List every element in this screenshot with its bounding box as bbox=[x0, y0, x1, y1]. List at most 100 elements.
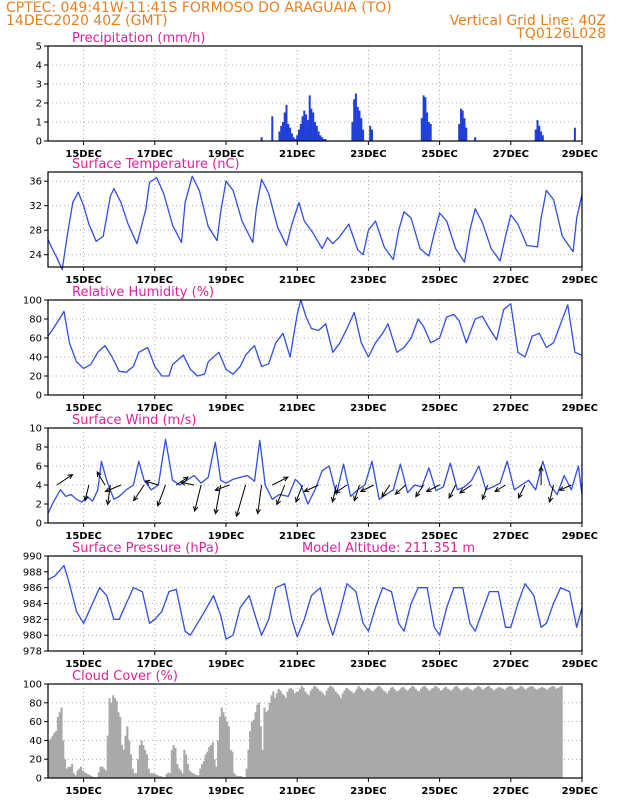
humidity-panel: 0 20 40 60 80 100 15DEC 17DEC 19DEC 21DEC 23DEC 25D… bbox=[23, 285, 598, 414]
cloud-cover-bar bbox=[188, 770, 191, 778]
cloud-cover-bar bbox=[51, 735, 54, 778]
cloud-cover-bar bbox=[535, 689, 538, 778]
pressure-xtick-label: 19DEC bbox=[208, 659, 244, 670]
wind-arrow bbox=[156, 484, 166, 507]
wind-arrow bbox=[548, 484, 554, 504]
cloud-cover-bar bbox=[266, 710, 269, 778]
precip-bar bbox=[271, 116, 274, 141]
cloud-cover-bar bbox=[377, 685, 380, 778]
pressure-ytick-label: 978 bbox=[23, 647, 42, 658]
cloud-cover-bar bbox=[185, 754, 188, 778]
cloud-cover-bar bbox=[507, 686, 510, 778]
cloud-cover-bar bbox=[327, 687, 330, 778]
cloud-cover-bar bbox=[453, 686, 456, 778]
cloud-cover-bar bbox=[366, 687, 369, 778]
precip-xtick-label: 29DEC bbox=[562, 149, 598, 160]
cloud-cover-bar bbox=[457, 687, 460, 778]
precip-xtick-label: 23DEC bbox=[350, 149, 386, 160]
temperature-xtick-label: 29DEC bbox=[562, 275, 598, 286]
cloud-cover-bar bbox=[542, 687, 545, 778]
precip-bar bbox=[538, 125, 541, 141]
cloud-cover-bar bbox=[334, 691, 337, 778]
header-station: CPTEC: 049:41W-11:41S FORMOSO DO ARAGUAI… bbox=[6, 0, 392, 16]
cloud-cover-bar bbox=[154, 774, 157, 778]
cloud-cover-bar bbox=[140, 740, 143, 778]
wind-arrow bbox=[255, 484, 263, 515]
precip-title: Precipitation (mm/h) bbox=[72, 31, 205, 46]
cloud-cover-bar bbox=[345, 687, 348, 778]
cloud-cover-bar bbox=[541, 686, 544, 778]
wind-arrow bbox=[517, 484, 526, 500]
cloud-cover-bar bbox=[396, 691, 399, 778]
cloud-cover-bar bbox=[76, 770, 79, 778]
pressure-ytick-label: 980 bbox=[23, 631, 42, 642]
humidity-ytick-label: 80 bbox=[29, 315, 42, 326]
cloud-cover-bar bbox=[240, 776, 243, 778]
cloud-cover-bar bbox=[110, 702, 113, 778]
cloud-cover-bar bbox=[81, 770, 84, 778]
cloud-cover-bar bbox=[521, 686, 524, 778]
temperature-panel: 24 28 32 36 15DEC 17DEC 19DEC 21DEC 23DEC 25DEC 27… bbox=[29, 157, 598, 286]
cloud-cover-bar bbox=[471, 690, 474, 778]
cloud-cover-bar bbox=[560, 685, 563, 778]
precip-bar bbox=[422, 95, 425, 141]
cloud-cover-bar bbox=[48, 740, 51, 778]
cloud-cover-bar bbox=[533, 688, 536, 778]
cloud-cover-bar bbox=[331, 686, 334, 778]
cloud-cover-bar bbox=[283, 695, 286, 778]
cloud-cover-bar bbox=[299, 688, 302, 778]
cloud-cover-bar bbox=[131, 768, 134, 778]
cloud-cover-bar bbox=[122, 749, 125, 778]
cloud-cover-bar bbox=[519, 685, 522, 778]
cloud-cover-bar bbox=[336, 693, 339, 778]
cloud-cover-bar bbox=[395, 690, 398, 778]
header-model-id: TQ0126L028 bbox=[515, 26, 606, 42]
cloud-cover-bar bbox=[78, 768, 81, 778]
cloud-cover-bar bbox=[407, 689, 410, 778]
cloud-cover-ytick-label: 40 bbox=[29, 736, 42, 747]
cloud-cover-bar bbox=[352, 693, 355, 778]
cloud-cover-bar bbox=[274, 698, 277, 778]
cloud-cover-bar bbox=[65, 768, 68, 778]
cloud-cover-bar bbox=[176, 763, 179, 778]
cloud-cover-bar bbox=[539, 687, 542, 778]
wind-xtick-label: 19DEC bbox=[208, 531, 244, 542]
cloud-cover-bar bbox=[101, 766, 104, 778]
wind-arrow bbox=[83, 484, 90, 502]
wind-arrow bbox=[214, 484, 230, 492]
cloud-cover-bar bbox=[551, 685, 554, 778]
cloud-cover-bar bbox=[174, 747, 177, 778]
humidity-ytick-label: 60 bbox=[29, 334, 42, 345]
humidity-xtick-label: 29DEC bbox=[562, 403, 598, 414]
cloud-cover-bar bbox=[420, 688, 423, 778]
cloud-cover-bar bbox=[546, 689, 549, 778]
wind-arrow bbox=[193, 484, 202, 513]
cloud-cover-bar bbox=[368, 688, 371, 778]
temperature-xtick-label: 25DEC bbox=[421, 275, 457, 286]
cloud-cover-bar bbox=[106, 735, 109, 778]
cloud-cover-bar bbox=[509, 685, 512, 778]
cloud-cover-bar bbox=[158, 776, 161, 778]
cloud-cover-bar bbox=[80, 766, 83, 778]
cloud-cover-bar bbox=[382, 690, 385, 778]
cloud-cover-bar bbox=[99, 766, 102, 778]
cloud-cover-bar bbox=[128, 740, 131, 778]
cloud-cover-bar bbox=[398, 689, 401, 778]
cloud-cover-bar bbox=[306, 693, 309, 778]
temperature-xtick-label: 21DEC bbox=[279, 275, 315, 286]
cloud-cover-bar bbox=[119, 716, 122, 778]
cloud-cover-bar bbox=[311, 688, 314, 778]
cloud-cover-bar bbox=[461, 690, 464, 778]
pressure-xtick-label: 29DEC bbox=[562, 659, 598, 670]
cloud-cover-ytick-label: 80 bbox=[29, 698, 42, 709]
cloud-cover-bar bbox=[137, 759, 140, 778]
cloud-cover-bar bbox=[213, 759, 216, 778]
cloud-cover-bar bbox=[498, 686, 501, 778]
cloud-cover-bar bbox=[523, 688, 526, 778]
precip-bar bbox=[354, 93, 357, 141]
cloud-cover-bar bbox=[231, 751, 234, 778]
wind-arrow bbox=[213, 484, 222, 515]
cloud-cover-bar bbox=[537, 688, 540, 778]
cloud-cover-bar bbox=[484, 687, 487, 778]
pressure-xtick-label: 27DEC bbox=[493, 659, 529, 670]
